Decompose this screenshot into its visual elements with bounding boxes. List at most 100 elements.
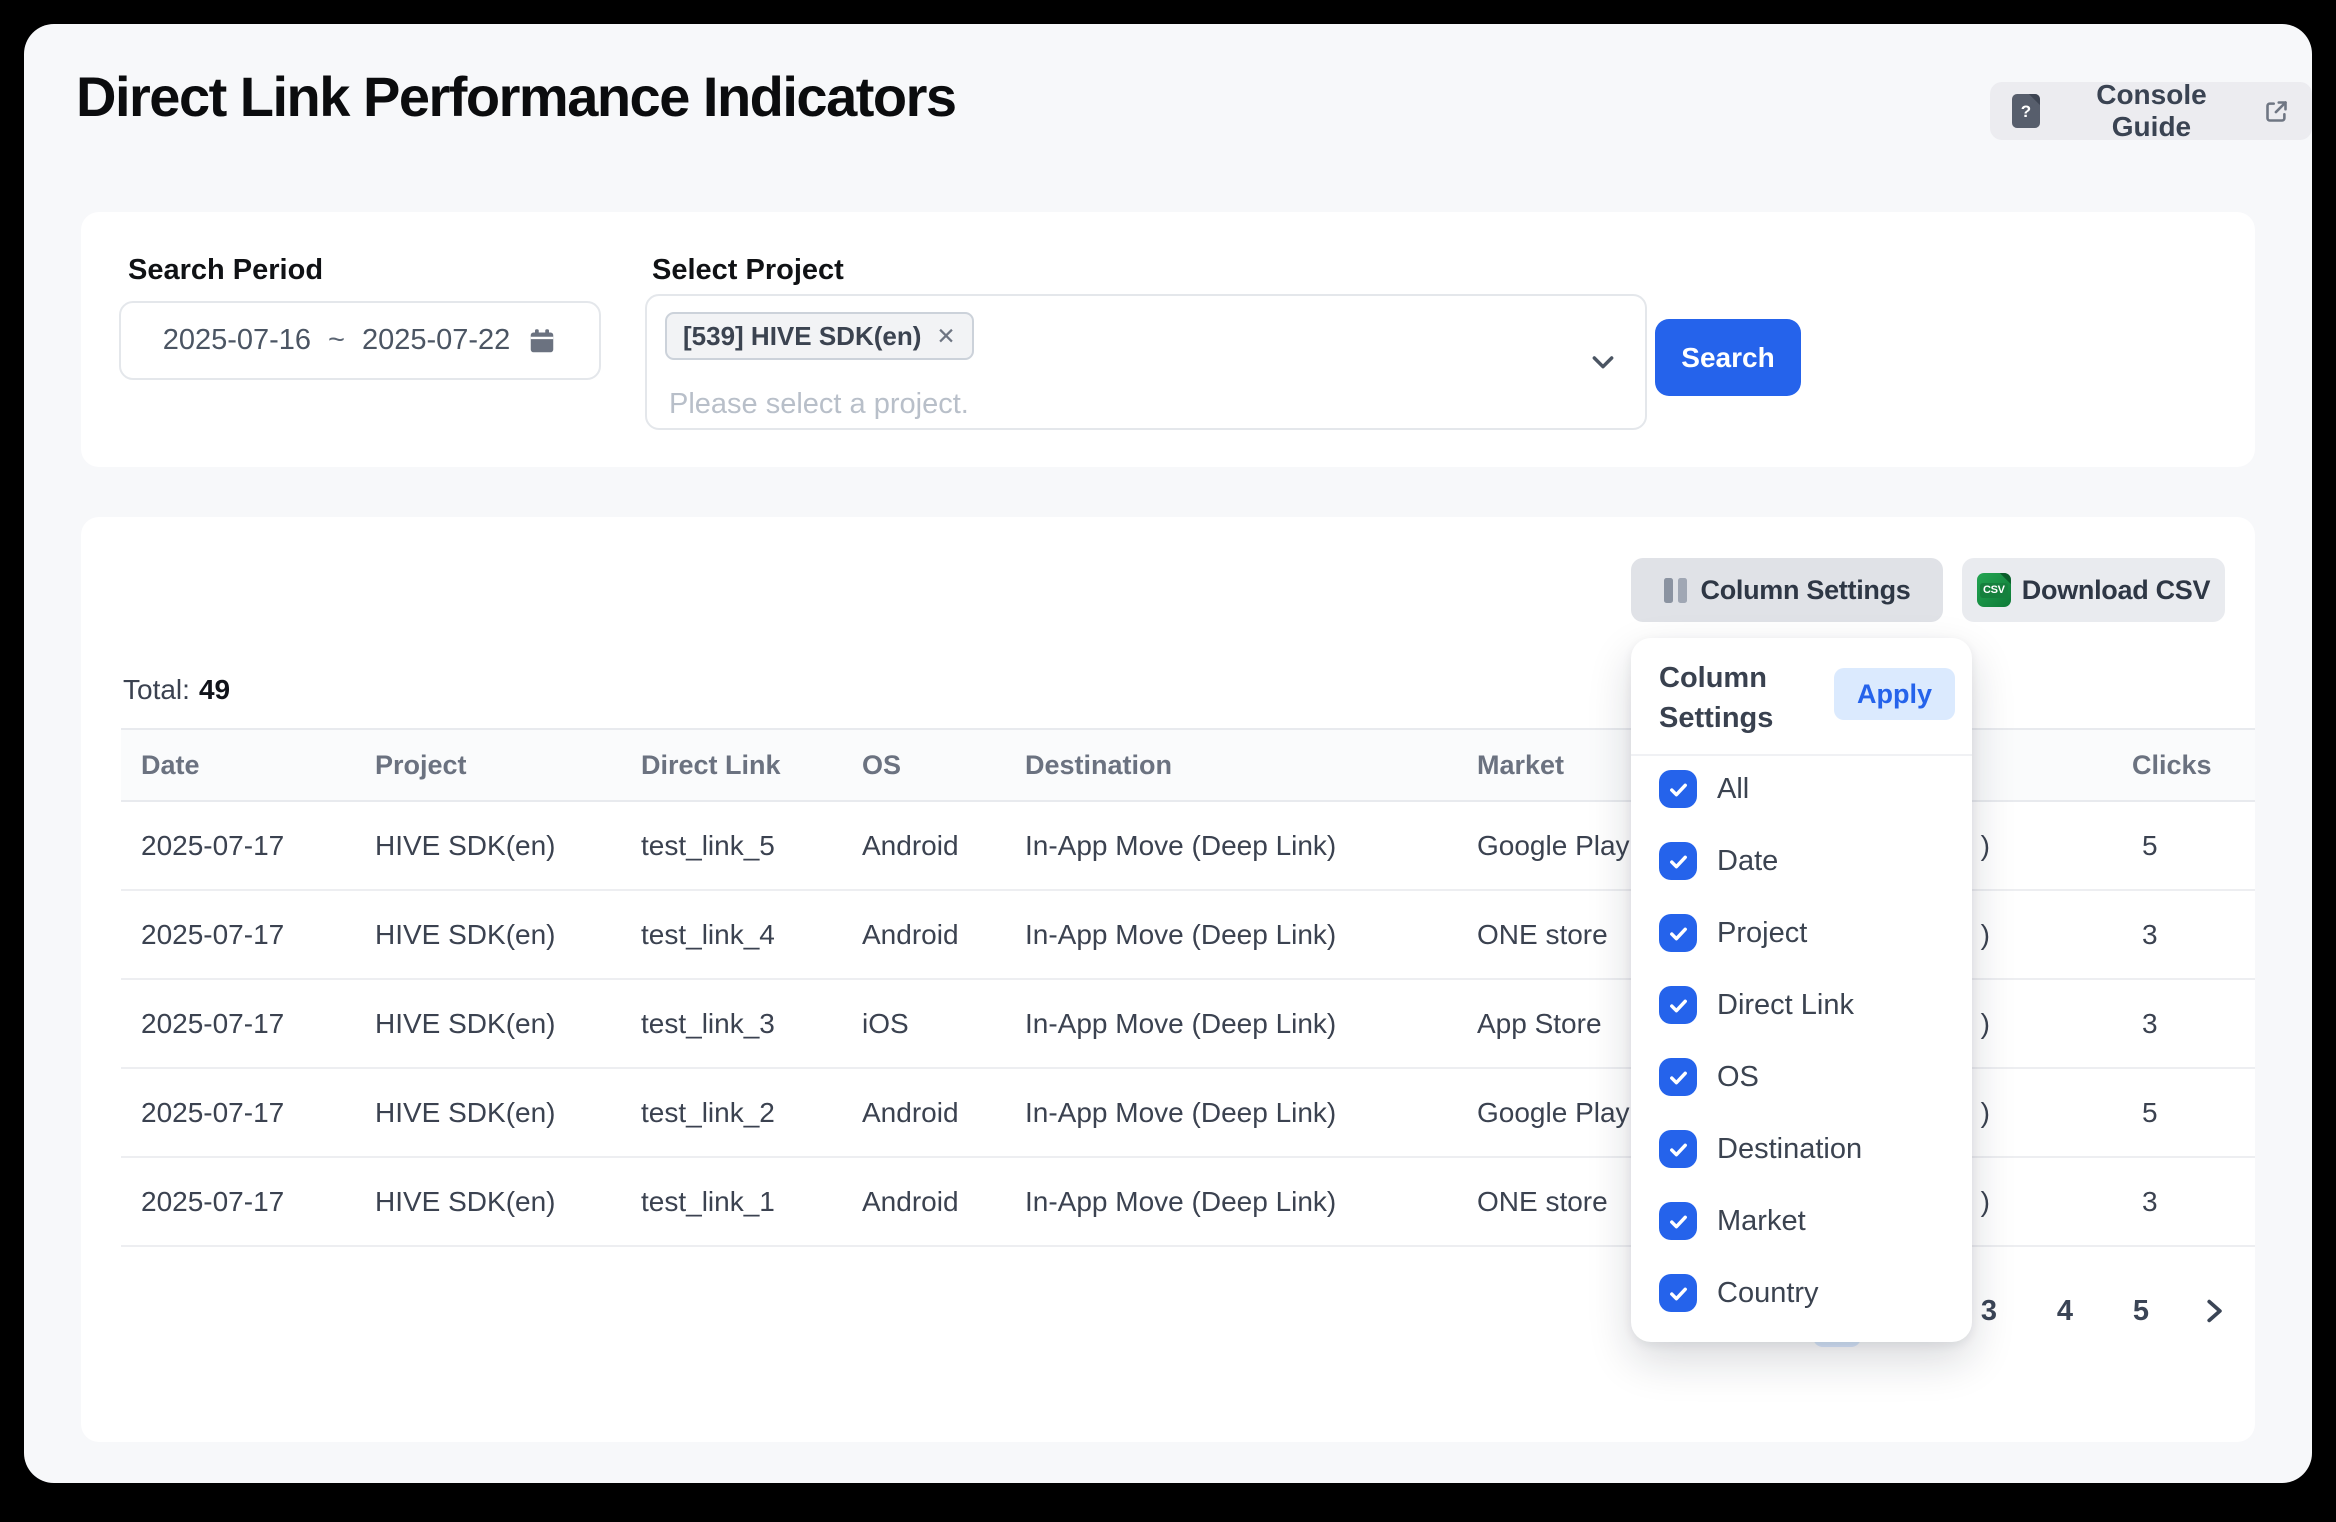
total-value: 49 <box>198 674 231 705</box>
cell-country-partially-hidden: ) <box>1980 1007 1990 1039</box>
search-button[interactable]: Search <box>1655 319 1801 396</box>
column-options-list: All Date Project Direct Link OS Destination Ma… <box>1659 753 1952 1329</box>
column-option-destination[interactable]: Destination <box>1659 1113 1952 1185</box>
column-option-date[interactable]: Date <box>1659 825 1952 897</box>
select-project-label: Select Project <box>652 254 844 286</box>
project-multiselect[interactable]: [539] HIVE SDK(en) ✕ Please select a pro… <box>645 294 1647 430</box>
column-header-direct-link: Direct Link <box>641 749 781 780</box>
cell-destination: In-App Move (Deep Link) <box>1025 1185 1337 1217</box>
project-select-placeholder: Please select a project. <box>669 388 969 420</box>
column-header-date: Date <box>141 749 200 780</box>
column-option-country[interactable]: Country <box>1659 1257 1952 1329</box>
cell-clicks: 3 <box>2142 1007 2158 1039</box>
cell-market: App Store <box>1477 1007 1602 1039</box>
next-page-button[interactable] <box>2189 1287 2237 1335</box>
checkbox-checked-icon[interactable] <box>1659 770 1697 808</box>
column-settings-button-label: Column Settings <box>1700 574 1911 605</box>
checkbox-checked-icon[interactable] <box>1659 1274 1697 1312</box>
checkbox-checked-icon[interactable] <box>1659 842 1697 880</box>
columns-icon <box>1663 577 1687 603</box>
table-body: 2025-07-17 HIVE SDK(en) test_link_5 Android… <box>121 802 2255 1247</box>
cell-direct-link: test_link_1 <box>641 1185 775 1217</box>
apply-button[interactable]: Apply <box>1833 668 1955 720</box>
page-button-5[interactable]: 5 <box>2132 1294 2150 1327</box>
cell-destination: In-App Move (Deep Link) <box>1025 1096 1337 1128</box>
cell-market: ONE store <box>1477 1185 1608 1217</box>
help-doc-icon: ? <box>2012 94 2040 128</box>
cell-destination: In-App Move (Deep Link) <box>1025 918 1337 950</box>
cell-direct-link: test_link_2 <box>641 1096 775 1128</box>
checkbox-checked-icon[interactable] <box>1659 1130 1697 1168</box>
cell-os: Android <box>862 1185 959 1217</box>
checkbox-checked-icon[interactable] <box>1659 914 1697 952</box>
cell-date: 2025-07-17 <box>141 829 285 861</box>
column-settings-popup: Column Settings Apply All Date Project Dire… <box>1631 638 1972 1342</box>
cell-market: Google Play <box>1477 1096 1630 1128</box>
page-title: Direct Link Performance Indicators <box>76 65 957 128</box>
column-option-label: Destination <box>1717 1132 1863 1165</box>
cell-country-partially-hidden: ) <box>1980 1185 1990 1217</box>
total-label: Total: <box>123 674 190 705</box>
cell-project: HIVE SDK(en) <box>375 1185 556 1217</box>
cell-direct-link: test_link_5 <box>641 829 775 861</box>
console-guide-label: Console Guide <box>2096 79 2207 142</box>
doc-fold-corner <box>2028 94 2040 105</box>
column-option-direct-link[interactable]: Direct Link <box>1659 969 1952 1041</box>
cell-destination: In-App Move (Deep Link) <box>1025 1007 1337 1039</box>
project-tag-label: [539] HIVE SDK(en) <box>683 320 922 351</box>
external-link-icon <box>2266 100 2287 122</box>
column-option-market[interactable]: Market <box>1659 1185 1952 1257</box>
page-card: Direct Link Performance Indicators ? Con… <box>24 24 2312 1483</box>
cell-date: 2025-07-17 <box>141 1185 285 1217</box>
popup-title: Column Settings <box>1659 662 1774 734</box>
start-date-value: 2025-07-16 <box>162 324 312 356</box>
chevron-down-icon[interactable] <box>1587 346 1619 378</box>
column-option-all[interactable]: All <box>1659 753 1952 825</box>
cell-project: HIVE SDK(en) <box>375 1096 556 1128</box>
download-csv-button[interactable]: CSV Download CSV <box>1962 558 2225 622</box>
column-header-project: Project <box>375 749 467 780</box>
cell-date: 2025-07-17 <box>141 918 285 950</box>
end-date-value: 2025-07-22 <box>361 324 511 356</box>
cell-os: Android <box>862 918 959 950</box>
column-option-os[interactable]: OS <box>1659 1041 1952 1113</box>
cell-date: 2025-07-17 <box>141 1096 285 1128</box>
column-option-label: All <box>1717 772 1750 805</box>
checkbox-checked-icon[interactable] <box>1659 1058 1697 1096</box>
selected-project-tag: [539] HIVE SDK(en) ✕ <box>665 312 974 360</box>
column-option-project[interactable]: Project <box>1659 897 1952 969</box>
remove-tag-icon[interactable]: ✕ <box>936 322 956 349</box>
cell-clicks: 3 <box>2142 918 2158 950</box>
checkbox-checked-icon[interactable] <box>1659 1202 1697 1240</box>
cell-os: Android <box>862 829 959 861</box>
column-settings-button[interactable]: Column Settings <box>1631 558 1943 622</box>
table-row: 2025-07-17 HIVE SDK(en) test_link_1 Android… <box>121 1158 2255 1247</box>
console-guide-button[interactable]: ? Console Guide <box>1990 79 2312 142</box>
cell-date: 2025-07-17 <box>141 1007 285 1039</box>
cell-project: HIVE SDK(en) <box>375 918 556 950</box>
checkbox-checked-icon[interactable] <box>1659 986 1697 1024</box>
column-header-os: OS <box>862 749 902 780</box>
search-period-label: Search Period <box>128 254 324 286</box>
date-separator: ~ <box>328 324 345 356</box>
column-header-clicks: Clicks <box>2132 749 2212 780</box>
cell-market: Google Play <box>1477 829 1630 861</box>
column-header-market: Market <box>1477 749 1565 780</box>
page-button-4[interactable]: 4 <box>2056 1294 2074 1327</box>
cell-clicks: 3 <box>2142 1185 2158 1217</box>
cell-os: iOS <box>862 1007 909 1039</box>
cell-country-partially-hidden: ) <box>1980 918 1990 950</box>
cell-destination: In-App Move (Deep Link) <box>1025 829 1337 861</box>
popup-divider <box>1631 754 1972 756</box>
cell-os: Android <box>862 1096 959 1128</box>
table-row: 2025-07-17 HIVE SDK(en) test_link_3 iOS In-A… <box>121 980 2255 1069</box>
column-option-label: Direct Link <box>1717 988 1854 1021</box>
column-option-label: Date <box>1717 844 1779 877</box>
search-filter-panel: Search Period 2025-07-16 ~ 2025-07-22 Se… <box>81 212 2255 467</box>
column-option-label: OS <box>1717 1060 1759 1093</box>
cell-country-partially-hidden: ) <box>1980 829 1990 861</box>
column-option-label: Project <box>1717 916 1808 949</box>
cell-clicks: 5 <box>2142 829 2158 861</box>
date-range-input[interactable]: 2025-07-16 ~ 2025-07-22 <box>119 301 601 380</box>
page-button-3[interactable]: 3 <box>1980 1294 1998 1327</box>
